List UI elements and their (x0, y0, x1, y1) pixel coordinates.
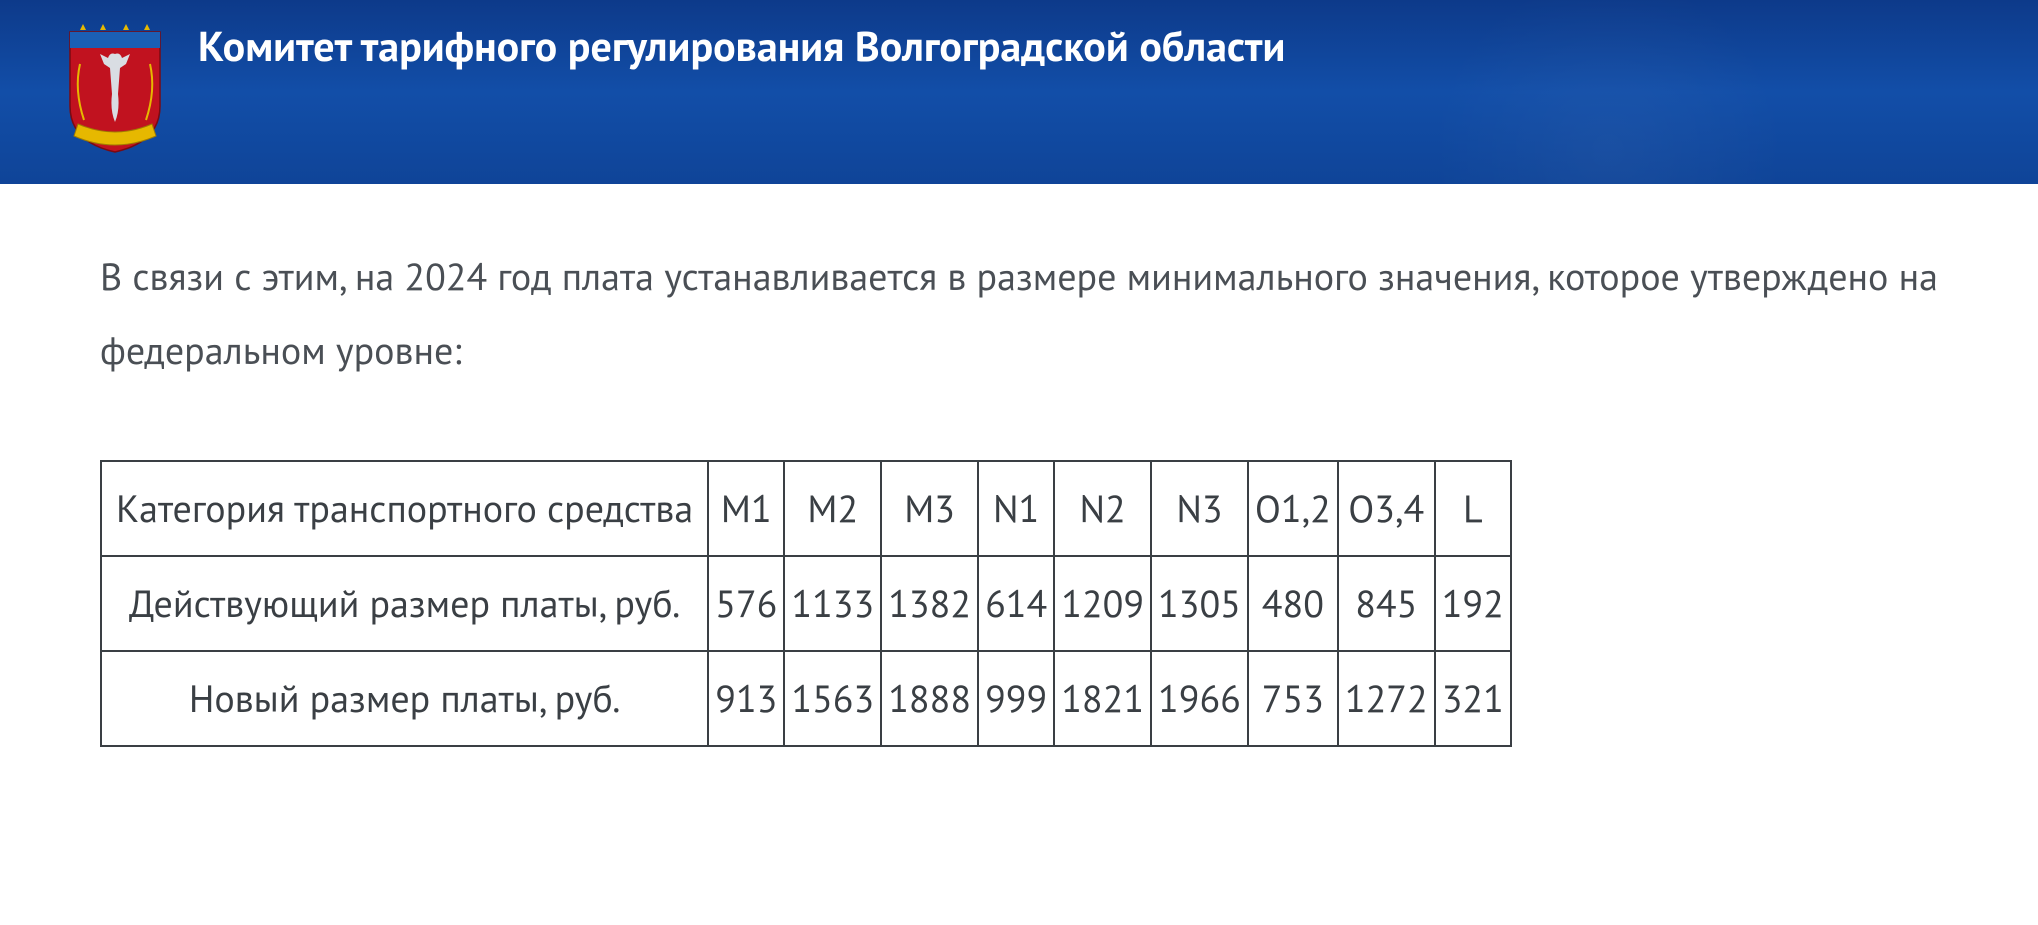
table-cell: O3,4 (1338, 461, 1435, 556)
row-label: Категория транспортного средства (101, 461, 708, 556)
table-cell: N3 (1151, 461, 1248, 556)
page-header: Комитет тарифного регулирования Волгогра… (0, 0, 2038, 184)
page-content: В связи с этим, на 2024 год плата устана… (0, 184, 2038, 807)
row-label: Действующий размер платы, руб. (101, 556, 708, 651)
table-cell: 192 (1435, 556, 1511, 651)
table-cell: 480 (1248, 556, 1338, 651)
table-row: Новый размер платы, руб. 913 1563 1888 9… (101, 651, 1511, 746)
table-cell: 1209 (1054, 556, 1151, 651)
region-emblem (60, 24, 170, 154)
table-row: Действующий размер платы, руб. 576 1133 … (101, 556, 1511, 651)
table-cell: O1,2 (1248, 461, 1338, 556)
table-cell: 321 (1435, 651, 1511, 746)
table-cell: 614 (978, 556, 1054, 651)
table-cell: 753 (1248, 651, 1338, 746)
table-cell: 1382 (881, 556, 978, 651)
header-title: Комитет тарифного регулирования Волгогра… (198, 18, 1285, 75)
table-cell: L (1435, 461, 1511, 556)
row-label: Новый размер платы, руб. (101, 651, 708, 746)
table-row: Категория транспортного средства M1 M2 M… (101, 461, 1511, 556)
table-cell: M2 (784, 461, 881, 556)
table-cell: 1966 (1151, 651, 1248, 746)
table-cell: 1305 (1151, 556, 1248, 651)
table-cell: 1563 (784, 651, 881, 746)
table-cell: 1821 (1054, 651, 1151, 746)
table-cell: 576 (708, 556, 784, 651)
table-cell: N2 (1054, 461, 1151, 556)
intro-paragraph: В связи с этим, на 2024 год плата устана… (100, 240, 1938, 388)
tariff-table: Категория транспортного средства M1 M2 M… (100, 460, 1512, 747)
table-cell: 1133 (784, 556, 881, 651)
table-cell: 1272 (1338, 651, 1435, 746)
table-cell: 845 (1338, 556, 1435, 651)
table-cell: 999 (978, 651, 1054, 746)
table-cell: M1 (708, 461, 784, 556)
table-cell: N1 (978, 461, 1054, 556)
table-cell: 913 (708, 651, 784, 746)
table-cell: 1888 (881, 651, 978, 746)
table-cell: M3 (881, 461, 978, 556)
